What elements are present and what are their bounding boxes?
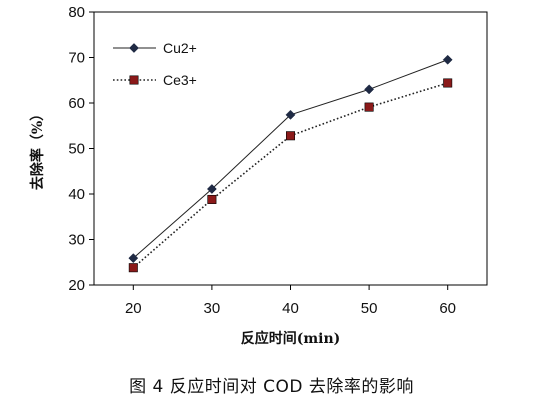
y-axis-label: 去除率（%） [29,107,46,190]
chart-axes [89,11,488,290]
legend-label: Ce3+ [163,72,197,88]
figure-caption: 图 4 反应时间对 COD 去除率的影响 [129,377,414,397]
data-point [364,102,374,112]
legend-marker [129,43,139,53]
data-point [364,84,375,95]
x-tick-label: 40 [282,300,299,317]
series-line [132,59,448,259]
x-tick-label: 60 [439,300,456,317]
series-0 [128,54,453,264]
x-tick-label: 30 [204,300,221,317]
y-tick-label: 30 [68,232,85,249]
legend-marker [129,75,139,85]
data-point [128,263,138,273]
plot-frame [93,11,488,286]
y-tick-label: 80 [68,4,85,21]
data-point [128,253,139,264]
y-tick-label: 20 [68,277,85,294]
y-tick-label: 60 [68,95,85,112]
data-point [285,109,296,120]
x-tick-labels: 20 30 40 50 60 [125,300,456,317]
data-point [443,78,453,88]
x-tick-label: 50 [361,300,378,317]
y-tick-label: 40 [68,186,85,203]
data-point [442,54,453,65]
y-tick-labels: 20 30 40 50 60 70 80 [68,4,85,294]
x-tick-label: 20 [125,300,142,317]
legend: Cu2+ Ce3+ [113,40,197,88]
x-axis-label: 反应时间(min) [241,330,341,347]
data-point [207,194,217,204]
legend-label: Cu2+ [163,40,197,56]
data-point [206,184,217,194]
data-point [285,131,295,141]
chart-series [128,54,453,273]
y-tick-label: 50 [68,141,85,158]
y-tick-label: 70 [68,50,85,67]
series-1 [128,78,453,273]
